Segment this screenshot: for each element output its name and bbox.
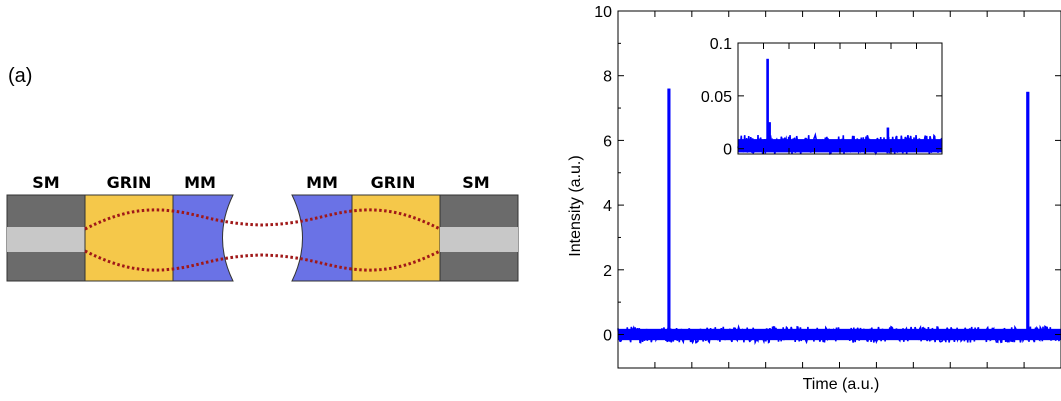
mm-fiber-right (291, 194, 353, 282)
x-axis-label: Time (a.u.) (803, 376, 880, 393)
label-grin-left: GRIN (107, 173, 152, 192)
y-tick-label: 10 (594, 4, 612, 21)
y-tick-label: 6 (603, 133, 612, 150)
y-tick-label: 4 (603, 198, 612, 215)
label-sm-left: SM (32, 173, 59, 192)
fiber-schematic: SM GRIN MM MM GRIN SM (6, 173, 519, 282)
sm-core-left (7, 227, 85, 252)
y-tick-label: 2 (603, 263, 612, 280)
panel-label: (a) (8, 65, 32, 87)
label-mm-left: MM (184, 173, 216, 192)
sm-core-right (440, 227, 518, 252)
beam-path-upper (84, 208, 441, 231)
y-tick-label: 0 (603, 328, 612, 345)
y-tick-label: 8 (603, 69, 612, 86)
inset-chart: 0 0.05 0.1 (701, 36, 943, 159)
beam-path-lower (84, 249, 441, 272)
y-tick-label: 0.1 (710, 36, 732, 53)
intensity-chart: 0 2 4 6 8 10 (594, 4, 1061, 369)
label-grin-right: GRIN (371, 173, 416, 192)
label-mm-right: MM (306, 173, 338, 192)
y-tick-label: 0 (723, 142, 732, 159)
label-sm-right: SM (462, 173, 489, 192)
y-tick-label: 0.05 (701, 89, 732, 106)
y-axis-label: Intensity (a.u.) (567, 155, 584, 256)
